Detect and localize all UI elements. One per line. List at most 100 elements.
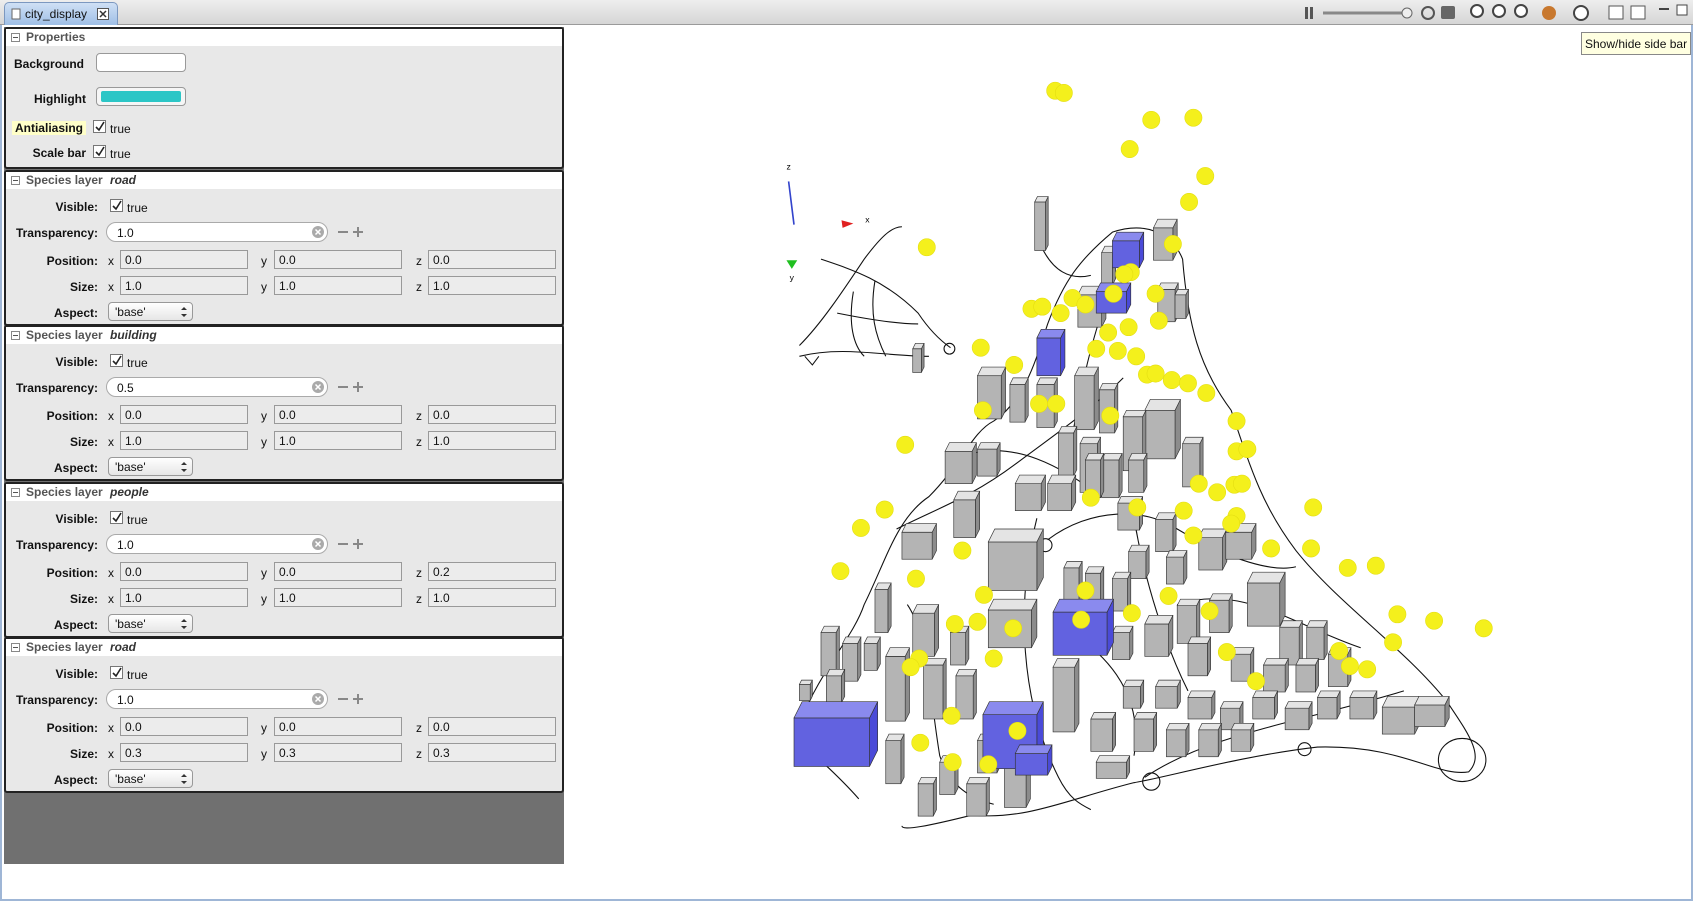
transparency-input[interactable]: 1.0 — [106, 534, 328, 554]
building-front — [1144, 623, 1169, 657]
decrease-button[interactable] — [336, 537, 350, 551]
building — [1187, 690, 1216, 720]
size-y-input[interactable]: 0.3 — [274, 743, 402, 762]
clear-button[interactable] — [311, 692, 325, 706]
aspect-select[interactable]: 'base' — [108, 457, 193, 476]
collapse-toggle[interactable] — [10, 486, 24, 500]
building-top — [1036, 328, 1066, 339]
globe-button[interactable] — [1573, 5, 1589, 21]
clear-button[interactable] — [311, 537, 325, 551]
size-z-input[interactable]: 1.0 — [428, 276, 556, 295]
axis-label: z — [416, 435, 422, 449]
size-y-input[interactable]: 1.0 — [274, 276, 402, 295]
transparency-input[interactable]: 1.0 — [106, 222, 328, 242]
sidebar-toggle[interactable] — [1608, 5, 1624, 20]
transparency-input[interactable]: 0.5 — [106, 377, 328, 397]
tab-close[interactable] — [97, 8, 109, 20]
size-y-input[interactable]: 1.0 — [274, 431, 402, 450]
size-x-input[interactable]: 1.0 — [120, 276, 248, 295]
position-x-input[interactable]: 0.0 — [120, 562, 248, 581]
building-top — [966, 776, 990, 785]
axis-label: y — [261, 592, 267, 606]
collapse-toggle[interactable] — [10, 174, 24, 188]
position-y-input[interactable]: 0.0 — [274, 717, 402, 736]
zoom-in-button[interactable] — [1470, 4, 1484, 18]
clear-button[interactable] — [311, 225, 325, 239]
zoom-fit-button[interactable] — [1492, 4, 1506, 18]
clear-button[interactable] — [311, 380, 325, 394]
person-agent — [968, 612, 987, 631]
highlight-color[interactable] — [96, 87, 186, 106]
position-z-input[interactable]: 0.0 — [428, 405, 556, 424]
editor-tab[interactable]: city_display — [4, 2, 118, 25]
slider-thumb[interactable] — [1401, 7, 1413, 19]
position-x-input[interactable]: 0.0 — [120, 250, 248, 269]
position-z-input[interactable]: 0.2 — [428, 562, 556, 581]
position-y-input[interactable]: 0.0 — [274, 562, 402, 581]
checkbox-label: true — [127, 513, 148, 527]
checkbox[interactable] — [110, 199, 124, 213]
aspect-select[interactable]: 'base' — [108, 769, 193, 788]
decrease-button[interactable] — [336, 692, 350, 706]
minimize-button[interactable] — [1659, 8, 1669, 10]
pause-button[interactable] — [1305, 7, 1308, 19]
building-side — [1024, 377, 1029, 423]
position-y-input[interactable]: 0.0 — [274, 250, 402, 269]
building-top — [1182, 436, 1204, 445]
link-button[interactable] — [1421, 6, 1435, 20]
building-top — [863, 636, 881, 644]
snapshot-button[interactable] — [1441, 6, 1455, 19]
axis-label: z — [416, 592, 422, 606]
building-top — [1279, 620, 1303, 628]
camera-button[interactable] — [1542, 6, 1556, 20]
person-agent — [1104, 284, 1123, 303]
zoom-out-button[interactable] — [1514, 4, 1528, 18]
checkbox[interactable] — [93, 145, 107, 159]
building — [1128, 544, 1150, 579]
building-top — [1098, 382, 1119, 391]
collapse-toggle[interactable] — [10, 641, 24, 655]
maximize-button[interactable] — [1676, 4, 1688, 16]
position-x-input[interactable]: 0.0 — [120, 717, 248, 736]
building-front — [1166, 556, 1184, 585]
person-agent — [1159, 587, 1178, 605]
size-z-input[interactable]: 0.3 — [428, 743, 556, 762]
position-z-input[interactable]: 0.0 — [428, 717, 556, 736]
increase-button[interactable] — [351, 380, 365, 394]
aspect-select[interactable]: 'base' — [108, 614, 193, 633]
building — [863, 636, 881, 671]
building — [842, 636, 862, 682]
building — [1014, 474, 1047, 511]
building-top — [976, 442, 1001, 450]
layout-button[interactable] — [1630, 5, 1646, 20]
position-x-input[interactable]: 0.0 — [120, 405, 248, 424]
checkbox[interactable] — [110, 666, 124, 680]
decrease-button[interactable] — [336, 380, 350, 394]
size-x-input[interactable]: 1.0 — [120, 431, 248, 450]
size-x-input[interactable]: 1.0 — [120, 588, 248, 607]
building — [1316, 690, 1341, 720]
size-y-input[interactable]: 1.0 — [274, 588, 402, 607]
person-agent — [896, 435, 915, 454]
size-z-input[interactable]: 1.0 — [428, 588, 556, 607]
background-color[interactable] — [96, 53, 186, 72]
position-y-input[interactable]: 0.0 — [274, 405, 402, 424]
increase-button[interactable] — [351, 537, 365, 551]
checkbox-label: true — [127, 668, 148, 682]
collapse-toggle[interactable] — [10, 31, 24, 45]
increase-button[interactable] — [351, 225, 365, 239]
checkbox[interactable] — [110, 511, 124, 525]
decrease-button[interactable] — [336, 225, 350, 239]
building-top — [1084, 453, 1105, 461]
position-z-input[interactable]: 0.0 — [428, 250, 556, 269]
increase-button[interactable] — [351, 692, 365, 706]
collapse-toggle[interactable] — [10, 329, 24, 343]
checkbox[interactable] — [110, 354, 124, 368]
size-z-input[interactable]: 1.0 — [428, 431, 556, 450]
transparency-input[interactable]: 1.0 — [106, 689, 328, 709]
axis-label: z — [416, 280, 422, 294]
aspect-select[interactable]: 'base' — [108, 302, 193, 321]
checkbox[interactable] — [93, 120, 107, 134]
building-top — [1144, 615, 1174, 625]
size-x-input[interactable]: 0.3 — [120, 743, 248, 762]
